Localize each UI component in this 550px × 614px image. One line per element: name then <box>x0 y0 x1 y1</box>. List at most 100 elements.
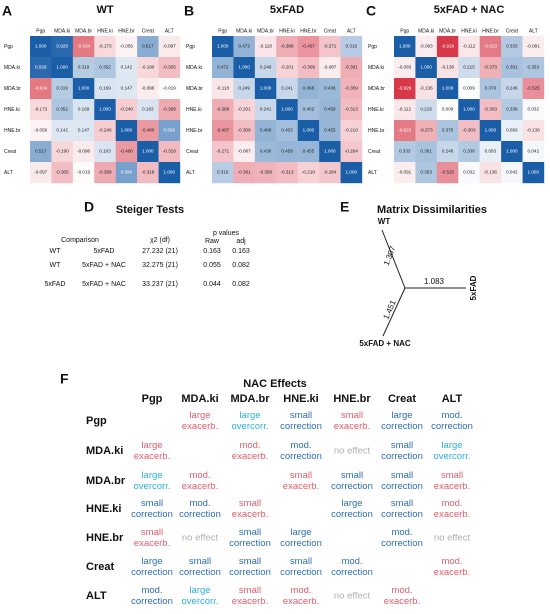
cell-label: -0.083 <box>420 44 433 49</box>
cell-label: 0.333 <box>399 149 411 154</box>
heatmap-cell <box>94 141 116 163</box>
cell-label: 0.241 <box>260 107 272 112</box>
cell-label: 0.929 <box>35 65 47 70</box>
cell-label: -0.087 <box>238 149 251 154</box>
cell-label: -0.019 <box>77 170 90 175</box>
cell-label: 1.000 <box>78 86 90 91</box>
column-header: Pgp <box>142 393 163 405</box>
effect-label: correction <box>381 481 423 492</box>
effect-label: no effect <box>334 446 371 457</box>
heatmap-cell <box>115 78 138 100</box>
tree-branch <box>382 287 406 337</box>
cell-label: 0.436 <box>260 149 272 154</box>
cell-label: -0.525 <box>441 170 454 175</box>
effect-label: mod. <box>441 556 462 567</box>
column-label: Creat <box>142 28 155 34</box>
table-cell: WT <box>50 248 62 255</box>
heatmap-cell <box>297 162 320 184</box>
cell-label: -0.096 <box>77 149 90 154</box>
heatmap-cell <box>297 120 320 142</box>
cell-label: -0.929 <box>398 86 411 91</box>
effect-label: exacerb. <box>283 481 319 492</box>
cell-label: 0.472 <box>238 44 250 49</box>
panel-label: B <box>184 3 194 19</box>
cell-label: -0.497 <box>216 128 229 133</box>
heatmap-cell <box>94 99 116 121</box>
panel-label: E <box>340 199 349 215</box>
panel-title: 5xFAD <box>270 4 304 16</box>
heatmap-cell <box>458 141 480 163</box>
cell-label: -0.112 <box>398 107 411 112</box>
cell-label: 0.319 <box>78 65 90 70</box>
panel-label: C <box>366 3 376 19</box>
heatmap-cell <box>415 120 438 142</box>
cell-label: 1.000 <box>346 170 358 175</box>
heatmap-cell <box>254 99 277 121</box>
row-label: HNE.ki <box>368 107 384 113</box>
cell-label: 0.246 <box>506 86 518 91</box>
effect-label: mod. <box>141 585 162 596</box>
cell-label: 1.000 <box>506 149 518 154</box>
cell-label: 0.042 <box>506 170 518 175</box>
table-cell: 0.082 <box>232 281 250 288</box>
heatmap-cell <box>436 78 459 100</box>
heatmap-cell <box>394 120 416 142</box>
heatmap-cell <box>233 120 256 142</box>
heatmap-cell <box>340 120 363 142</box>
effect-label: no effect <box>182 533 219 544</box>
table-header: Raw <box>205 238 220 245</box>
effect-label: overcorr. <box>434 451 471 462</box>
row-label: HNE.ki <box>186 107 202 113</box>
heatmap-cell <box>415 78 438 100</box>
column-label: MDA.br <box>257 28 274 34</box>
table-cell: 33.237 (21) <box>142 281 178 288</box>
cell-label: 0.142 <box>121 65 133 70</box>
effect-label: mod. <box>391 585 412 596</box>
heatmap-cell <box>319 162 341 184</box>
column-label: HNE.br <box>300 28 317 34</box>
cell-label: 1.000 <box>35 44 47 49</box>
heatmap-cell <box>394 141 416 163</box>
heatmap-cell <box>319 99 341 121</box>
heatmap-cell <box>479 141 502 163</box>
cell-label: 0.468 <box>303 86 315 91</box>
heatmap-cell <box>415 141 438 163</box>
effect-label: large <box>141 556 162 567</box>
heatmap-cell <box>319 36 341 58</box>
cell-label: -0.173 <box>34 107 47 112</box>
column-label: HNE.ki <box>97 28 113 34</box>
heatmap-cell <box>394 162 416 184</box>
heatmap-cell <box>30 162 52 184</box>
heatmap-cell <box>137 120 159 142</box>
cell-label: 0.590 <box>164 128 176 133</box>
effect-label: small <box>391 470 413 481</box>
column-header: ALT <box>442 393 463 405</box>
heatmap-cell <box>94 120 116 142</box>
table-cell: 0.163 <box>203 248 221 255</box>
effect-label: overcorr. <box>232 421 269 432</box>
cell-label: 0.436 <box>324 86 336 91</box>
heatmap-cell <box>158 141 181 163</box>
cell-label: 0.249 <box>238 86 250 91</box>
heatmap-cell <box>30 36 52 58</box>
heatmap-cell <box>501 78 523 100</box>
heatmap-cell <box>319 78 341 100</box>
heatmap-cell <box>254 141 277 163</box>
cell-label: -0.303 <box>484 107 497 112</box>
cell-label: -0.381 <box>345 65 358 70</box>
cell-label: -0.201 <box>238 107 251 112</box>
effect-label: correction <box>331 509 373 520</box>
column-label: Creat <box>324 28 337 34</box>
cell-label: -0.313 <box>280 170 293 175</box>
heatmap-cell <box>72 36 95 58</box>
effect-label: mod. <box>290 585 311 596</box>
heatmap-cell <box>436 57 459 79</box>
cell-label: -0.373 <box>484 65 497 70</box>
row-label: MDA.ki <box>186 65 202 71</box>
cell-label: 1.000 <box>121 128 133 133</box>
effect-label: exacerb. <box>434 509 470 520</box>
effect-label: small <box>239 585 261 596</box>
table-header: p values <box>213 230 240 237</box>
effect-label: correction <box>280 538 322 549</box>
heatmap-cell <box>522 78 545 100</box>
